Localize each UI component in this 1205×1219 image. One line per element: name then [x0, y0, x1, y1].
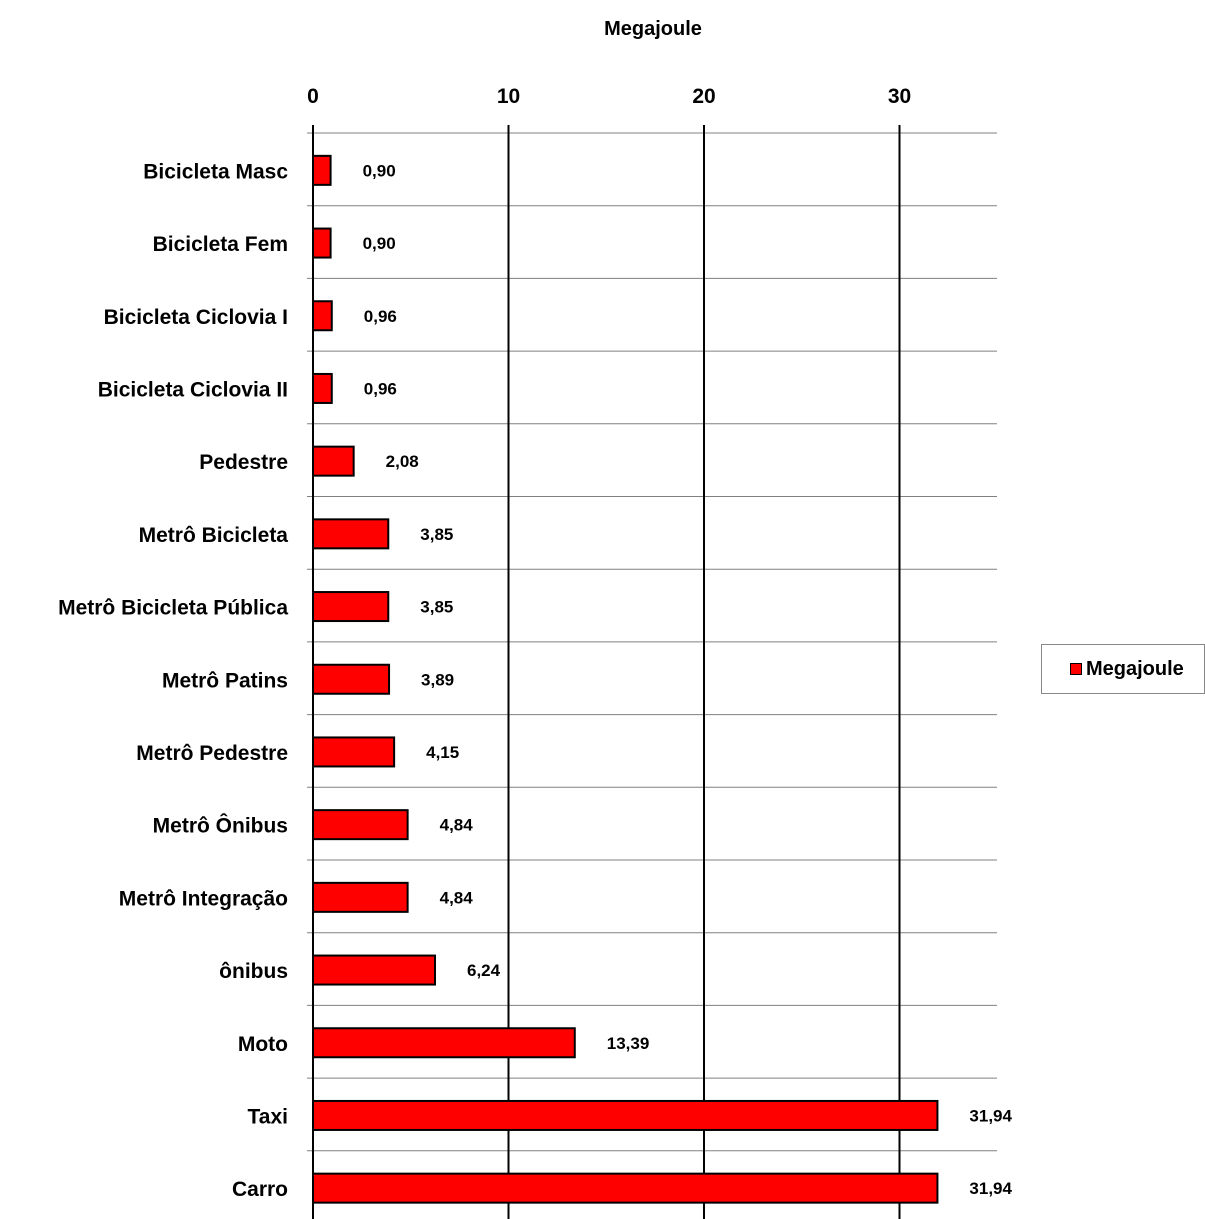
bar [312, 881, 409, 913]
category-label: Carro [232, 1178, 288, 1201]
x-tick-label: 30 [888, 85, 911, 108]
data-label: 6,24 [467, 961, 501, 980]
legend-swatch [1070, 663, 1082, 675]
x-tick-label: 10 [497, 85, 520, 108]
data-label: 3,85 [420, 598, 453, 617]
data-label: 0,96 [364, 307, 397, 326]
data-label: 31,94 [969, 1106, 1012, 1125]
category-label: Metrô Pedestre [136, 742, 288, 765]
data-label: 3,89 [421, 670, 454, 689]
x-axis-ticks: 0 10 20 30 [307, 85, 911, 108]
data-label: 4,15 [426, 743, 459, 762]
x-tick-label: 20 [692, 85, 715, 108]
category-label: Bicicleta Ciclovia I [104, 306, 288, 329]
bar [312, 1172, 939, 1204]
category-label: Taxi [248, 1105, 288, 1128]
bar [312, 1099, 939, 1131]
data-labels: 0,90 0,90 0,96 0,96 2,08 3,85 3,85 3,89 4,15 4,84… [363, 161, 1013, 1198]
bar [312, 663, 391, 695]
bar [312, 227, 332, 259]
data-label: 0,90 [363, 234, 396, 253]
bar [312, 300, 333, 332]
category-label: Metrô Bicicleta [139, 524, 289, 547]
bar [312, 736, 396, 768]
category-label: Metrô Patins [162, 669, 288, 692]
category-label: Metrô Integração [119, 887, 288, 910]
data-label: 0,90 [363, 161, 396, 180]
bar [312, 518, 390, 550]
category-label: Bicicleta Masc [143, 160, 288, 183]
category-label: Pedestre [199, 451, 288, 474]
gridlines [307, 125, 997, 1219]
category-label: ônibus [219, 960, 288, 983]
x-tick-label: 0 [307, 85, 319, 108]
bar [312, 809, 409, 841]
data-label: 0,96 [364, 379, 397, 398]
category-label: Moto [238, 1033, 288, 1056]
category-labels: Bicicleta Masc Bicicleta Fem Bicicleta Cic… [58, 160, 288, 1201]
data-label: 31,94 [969, 1179, 1012, 1198]
bar [312, 954, 436, 986]
data-label: 4,84 [440, 816, 474, 835]
category-label: Bicicleta Fem [153, 233, 288, 256]
category-label: Metrô Bicicleta Pública [58, 597, 288, 620]
bar [312, 445, 355, 477]
legend-label: Megajoule [1086, 657, 1184, 680]
data-label: 3,85 [420, 525, 453, 544]
category-label: Bicicleta Ciclovia II [98, 378, 288, 401]
data-label: 13,39 [607, 1034, 650, 1053]
category-label: Metrô Ônibus [153, 814, 288, 838]
bar [312, 1027, 576, 1059]
bars [312, 154, 939, 1204]
chart-title: Megajoule [604, 18, 702, 40]
bar [312, 372, 333, 404]
legend: Megajoule [1041, 644, 1205, 694]
bar [312, 591, 390, 623]
data-label: 4,84 [440, 888, 474, 907]
bar [312, 154, 332, 186]
data-label: 2,08 [386, 452, 419, 471]
